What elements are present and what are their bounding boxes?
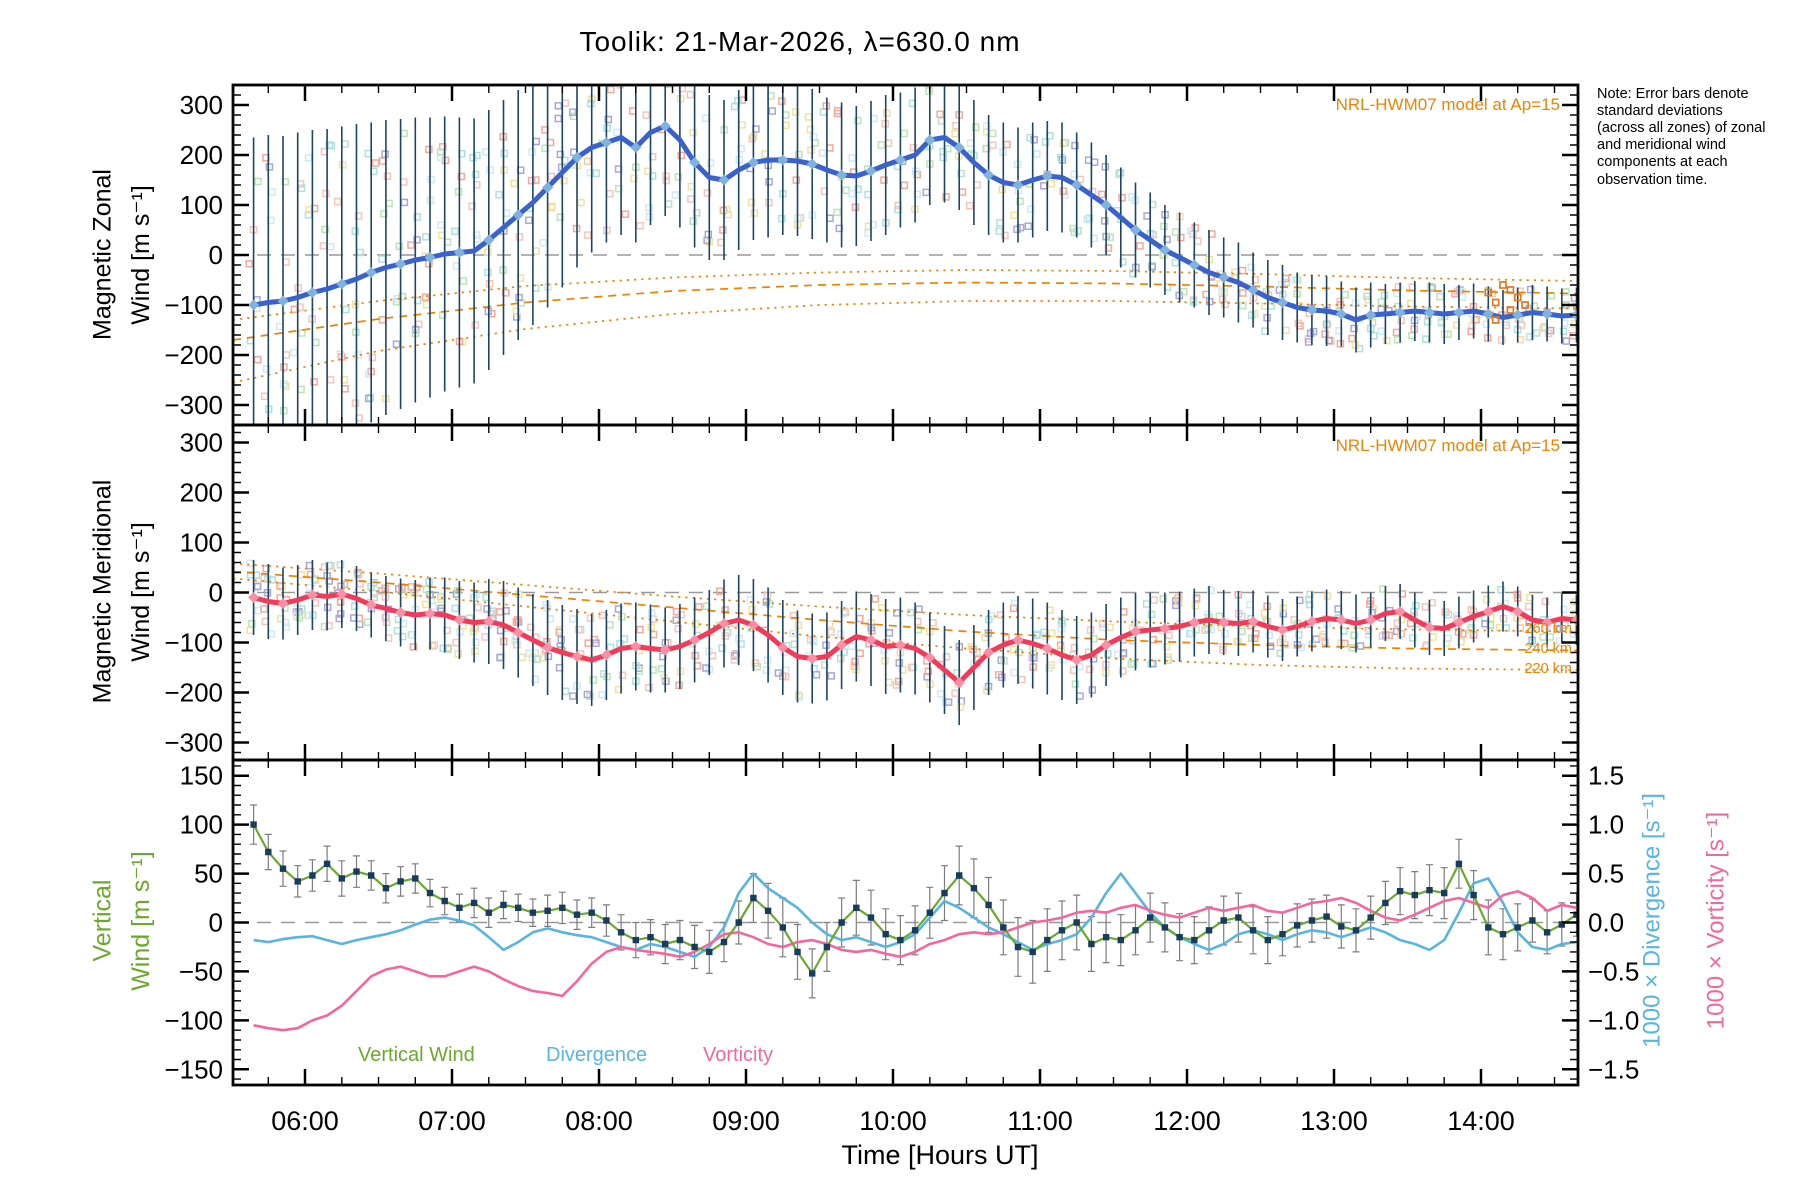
- right-ytick-label: 1.5: [1588, 761, 1624, 791]
- vertical-ytick-label: −100: [164, 1005, 223, 1035]
- x-tick-label: 06:00: [271, 1106, 339, 1136]
- meridional-ytick-label: 200: [180, 478, 223, 508]
- right-ytick-label: −1.0: [1588, 1005, 1639, 1035]
- meridional-ytick-label: −100: [164, 628, 223, 658]
- x-tick-label: 12:00: [1153, 1106, 1221, 1136]
- altitude-label-240km: 240 km: [1524, 641, 1572, 657]
- meridional-ylabel-line1: Magnetic Meridional: [88, 479, 117, 704]
- y-minor-ticks: [233, 765, 1578, 1080]
- y-minor-ticks: [233, 94, 1578, 416]
- altitude-label-220km: 220 km: [1524, 661, 1572, 677]
- x-tick-label: 14:00: [1447, 1106, 1515, 1136]
- vertical-ytick-label: 150: [180, 761, 223, 791]
- meridional-error-bars: [252, 560, 1578, 725]
- zonal-model-annotation: NRL-HWM07 model at Ap=15: [1335, 95, 1560, 114]
- model-line-240km-meridional: [233, 570, 1578, 652]
- x-tick-label: 07:00: [418, 1106, 486, 1136]
- model-line-260km-meridional: [233, 562, 1578, 633]
- zonal-ytick-label: −200: [164, 340, 223, 370]
- x-tick-label: 09:00: [712, 1106, 780, 1136]
- vorticity-line: [253, 889, 1577, 1032]
- x-major-ticks: [303, 760, 1483, 776]
- zonal-wind-line: [253, 123, 1577, 323]
- x-major-ticks: [303, 425, 1483, 441]
- x-minor-ticks: [267, 85, 1556, 93]
- x-tick-label: 10:00: [859, 1106, 927, 1136]
- model-line-240km-zonal: [233, 281, 1578, 341]
- zonal-ytick-label: −100: [164, 290, 223, 320]
- x-major-ticks: [303, 744, 1483, 760]
- vertical-ytick-label: 0: [209, 908, 223, 938]
- x-minor-ticks: [267, 417, 1556, 425]
- x-tick-label: 13:00: [1300, 1106, 1368, 1136]
- vertical-ytick-label: −150: [164, 1054, 223, 1084]
- x-major-ticks: [303, 409, 1483, 425]
- vertical-ytick-label: −50: [179, 956, 223, 986]
- model-line-220km-meridional: [233, 577, 1578, 671]
- meridional-wind-line: [252, 591, 1577, 685]
- meridional-ytick-label: 0: [209, 578, 223, 608]
- vertical-ylabel-line2: Wind [m s⁻¹]: [127, 851, 155, 991]
- vertical-ytick-label: 50: [194, 859, 223, 889]
- legend-divergence: Divergence: [546, 1044, 648, 1066]
- meridional-ylabel-line2: Wind [m s⁻¹]: [127, 522, 155, 662]
- x-tick-label: 11:00: [1007, 1106, 1073, 1136]
- x-minor-ticks: [267, 1077, 1556, 1085]
- vertical-wind-error-bars: [250, 804, 1578, 999]
- model-line-260km-zonal: [233, 269, 1578, 321]
- x-axis-title: Time [Hours UT]: [841, 1140, 1039, 1170]
- right-ytick-label: 0.0: [1588, 908, 1624, 938]
- x-minor-ticks: [267, 752, 1556, 760]
- meridional-ytick-label: −300: [164, 728, 223, 758]
- meridional-ytick-label: 300: [180, 428, 223, 458]
- y-major-ticks: [233, 441, 1578, 744]
- meridional-ytick-label: −200: [164, 678, 223, 708]
- legend-vertical-wind: Vertical Wind: [358, 1044, 475, 1066]
- vertical-ytick-label: 100: [180, 810, 223, 840]
- zonal-ytick-label: 200: [180, 140, 223, 170]
- zonal-ytick-label: −300: [164, 390, 223, 420]
- altitude-label-260km: 260 km: [1524, 621, 1572, 637]
- x-minor-ticks: [267, 760, 1556, 768]
- x-tick-label: 08:00: [565, 1106, 633, 1136]
- meridional-model-annotation: NRL-HWM07 model at Ap=15: [1335, 436, 1560, 455]
- zonal-ytick-label: 0: [209, 240, 223, 270]
- zonal-ylabel-line2: Wind [m s⁻¹]: [127, 185, 155, 325]
- x-minor-ticks: [267, 425, 1556, 433]
- zonal-ytick-label: 300: [180, 90, 223, 120]
- vertical-ylabel-line1: Vertical: [88, 879, 117, 962]
- zonal-orange-cluster: [1484, 281, 1529, 324]
- right-ytick-label: 1.0: [1588, 810, 1624, 840]
- y-major-ticks: [233, 103, 1578, 407]
- x-major-ticks: [303, 1069, 1483, 1085]
- y-major-ticks: [233, 774, 1578, 1071]
- zonal-ytick-label: 100: [180, 190, 223, 220]
- y-minor-ticks: [233, 431, 1578, 754]
- meridional-ytick-label: 100: [180, 528, 223, 558]
- x-major-ticks: [303, 85, 1483, 101]
- divergence-axis-label: 1000 × Divergence [s⁻¹]: [1638, 793, 1666, 1048]
- note-text: Note: Error bars denote standard deviati…: [1597, 86, 1766, 188]
- right-ytick-label: 0.5: [1588, 859, 1624, 889]
- zonal-ylabel-line1: Magnetic Zonal: [88, 169, 117, 340]
- right-ytick-label: −1.5: [1588, 1054, 1639, 1084]
- right-ytick-label: −0.5: [1588, 956, 1639, 986]
- chart-title: Toolik: 21-Mar-2026, λ=630.0 nm: [579, 26, 1021, 57]
- legend-vorticity: Vorticity: [703, 1044, 774, 1066]
- vorticity-axis-label: 1000 × Vorticity [s⁻¹]: [1702, 811, 1730, 1030]
